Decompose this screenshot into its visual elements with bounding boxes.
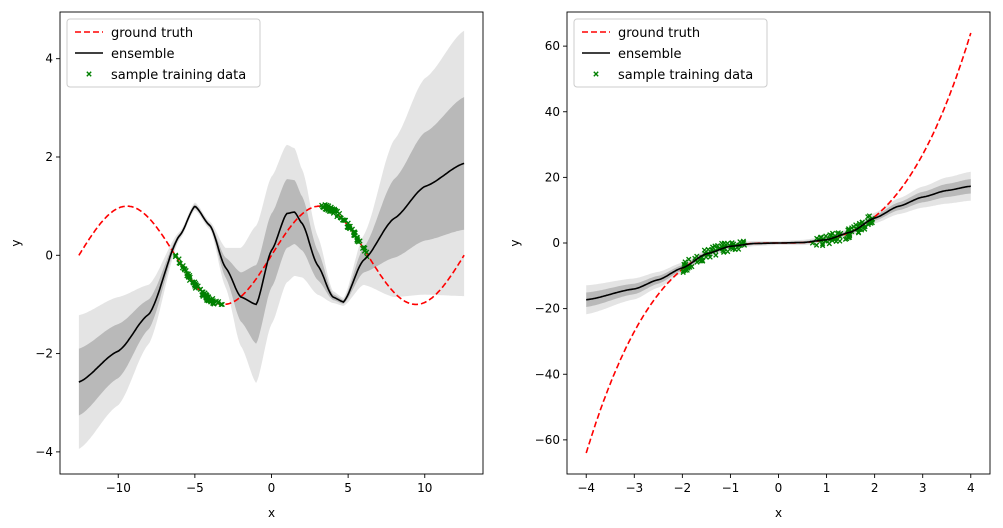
y-tick-label: 0: [45, 248, 53, 262]
x-tick-label: 10: [417, 481, 432, 495]
training-point: [204, 295, 210, 301]
training-point: [219, 301, 225, 308]
training-point: [729, 246, 736, 252]
x-tick-label: 2: [871, 481, 879, 495]
y-tick-label: −60: [535, 433, 560, 447]
legend-box: [66, 18, 261, 88]
training-data-points: [172, 201, 370, 308]
training-point: [714, 243, 721, 249]
right-subplot: −4 −3 −2 −1 0 1 2 3 4 −60 −40 −20 0 20 40 60 x y ground tr…: [508, 11, 991, 520]
training-point: [823, 233, 829, 239]
training-point: [737, 239, 743, 245]
training-point: [354, 237, 360, 243]
x-tick-label: −1: [722, 481, 740, 495]
ground-truth-line: [585, 32, 972, 454]
x-tick-label: −3: [625, 481, 643, 495]
training-point: [357, 238, 363, 244]
y-tick-label: 4: [45, 52, 53, 66]
training-point: [176, 260, 182, 266]
training-point: [176, 256, 182, 262]
legend: ground truth ensemble sample training data: [66, 18, 261, 88]
legend-swatch-training: [86, 71, 92, 77]
x-tick-label: 4: [967, 481, 975, 495]
training-point: [191, 281, 198, 288]
legend-box: [573, 18, 768, 88]
legend-label: ensemble: [618, 47, 682, 62]
training-point: [698, 258, 704, 264]
legend-label: sample training data: [111, 68, 246, 83]
legend-swatch-training: [593, 71, 599, 77]
training-point: [835, 230, 841, 236]
y-tick-label: 40: [545, 105, 560, 119]
training-point: [735, 246, 742, 252]
training-point: [347, 223, 353, 229]
outer-uncertainty-band: [78, 30, 465, 449]
y-tick-label: 0: [552, 236, 560, 250]
x-tick-label: 3: [919, 481, 927, 495]
ensemble-mean-line: [586, 185, 971, 301]
training-point: [210, 295, 216, 302]
legend-label: sample training data: [618, 68, 753, 83]
plot-area: [585, 32, 972, 454]
training-point: [713, 252, 719, 258]
x-tick-label: −10: [106, 481, 131, 495]
training-point: [215, 300, 221, 306]
training-point: [686, 256, 692, 262]
x-tick-label: −4: [577, 481, 595, 495]
training-point: [865, 214, 871, 220]
y-tick-label: 20: [545, 170, 560, 184]
y-tick-label: 60: [545, 39, 560, 53]
y-tick-label: 2: [45, 150, 53, 164]
training-point: [172, 253, 179, 260]
training-point: [341, 217, 347, 223]
training-point: [719, 240, 725, 247]
x-tick-label: −2: [674, 481, 692, 495]
training-point: [844, 235, 850, 242]
training-point: [720, 249, 727, 255]
training-point: [329, 206, 336, 212]
training-point: [851, 224, 857, 230]
y-axis-label: y: [9, 239, 23, 246]
training-point: [707, 254, 713, 260]
legend: ground truth ensemble sample training data: [573, 18, 768, 88]
y-tick-label: −20: [535, 302, 560, 316]
training-point: [187, 274, 193, 280]
x-tick-label: 5: [344, 481, 352, 495]
legend-label: ground truth: [111, 26, 193, 41]
x-tick-label: 1: [823, 481, 831, 495]
x-tick-label: 0: [775, 481, 783, 495]
training-point: [218, 301, 224, 308]
y-tick-label: −40: [535, 367, 560, 381]
training-point: [199, 292, 205, 298]
training-point: [352, 230, 358, 236]
training-point: [819, 241, 826, 247]
y-tick-label: −4: [35, 445, 53, 459]
y-tick-label: −2: [35, 347, 53, 361]
training-point: [819, 242, 826, 249]
x-axis-label: x: [268, 506, 275, 520]
training-point: [813, 242, 820, 248]
legend-label: ground truth: [618, 26, 700, 41]
y-axis-label: y: [508, 239, 522, 246]
ground-truth-line: [78, 205, 465, 306]
training-point: [320, 204, 327, 211]
x-tick-label: 0: [268, 481, 276, 495]
training-point: [855, 230, 862, 236]
training-point: [827, 232, 833, 238]
x-axis-label: x: [775, 506, 782, 520]
training-point: [351, 232, 357, 239]
training-point: [846, 234, 853, 241]
plot-area: [78, 30, 465, 449]
training-point: [361, 244, 367, 251]
x-tick-label: −5: [186, 481, 204, 495]
ensemble-mean-line: [78, 162, 465, 383]
legend-label: ensemble: [111, 47, 175, 62]
training-point: [344, 224, 351, 231]
training-point: [724, 240, 731, 247]
left-subplot: −10 −5 0 5 10 −4 −2 0 2 4 x y ground truth ensemble sa…: [9, 11, 484, 520]
